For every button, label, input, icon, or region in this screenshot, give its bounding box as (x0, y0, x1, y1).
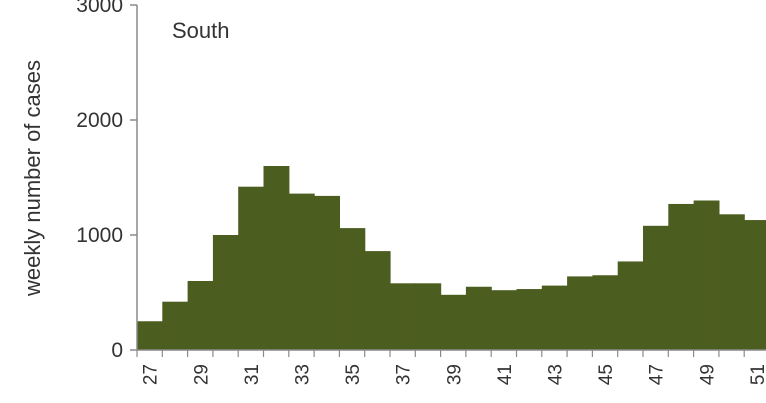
x-tick-label: 33 (292, 364, 313, 385)
x-tick-label: 45 (596, 364, 617, 385)
bar-week-37 (390, 283, 416, 350)
y-tick-label: 3000 (76, 0, 123, 17)
bar-week-49 (693, 200, 720, 350)
bar-week-44 (567, 276, 593, 350)
bar-week-45 (592, 275, 619, 350)
y-tick-label: 0 (111, 339, 123, 362)
bar-week-32 (263, 166, 290, 350)
y-tick-label: 2000 (76, 109, 123, 132)
bar-week-29 (187, 281, 214, 350)
bar-week-35 (339, 228, 366, 350)
bar-week-39 (440, 294, 467, 350)
bar-week-30 (212, 235, 239, 350)
bar-week-43 (541, 285, 568, 350)
bar-week-34 (314, 195, 340, 350)
bar-week-50 (718, 214, 745, 350)
y-ticks: 0 1000 2000 3000 (76, 0, 137, 362)
bars (137, 166, 766, 350)
x-tick-label: 51 (748, 364, 766, 385)
bar-week-51 (744, 220, 766, 350)
x-tick-label: 37 (394, 364, 415, 385)
bar-week-38 (415, 283, 442, 350)
y-axis-label: weekly number of cases (20, 60, 45, 297)
x-tick-label: 29 (191, 364, 212, 385)
bar-week-31 (238, 186, 265, 350)
bar-week-33 (288, 193, 315, 350)
bar-week-47 (643, 225, 669, 350)
y-tick-label: 1000 (76, 224, 123, 247)
bar-week-41 (491, 290, 518, 350)
x-tick-label: 31 (242, 364, 263, 385)
x-tick-label: 49 (697, 364, 718, 385)
x-tick-label: 27 (141, 364, 162, 385)
x-tick-label: 35 (343, 364, 364, 385)
bar-week-28 (162, 301, 189, 350)
bar-week-46 (617, 261, 644, 350)
bar-week-48 (668, 203, 695, 350)
x-tick-label: 47 (647, 364, 668, 385)
bar-week-36 (364, 251, 391, 350)
bar-week-42 (516, 289, 543, 350)
x-tick-label: 41 (495, 364, 516, 385)
bar-week-40 (465, 286, 492, 350)
chart-title: South (172, 18, 230, 43)
x-tick-label: 39 (444, 364, 465, 385)
bar-week-27 (137, 321, 163, 350)
x-tick-label: 43 (545, 364, 566, 385)
x-ticks: 27 29 31 33 35 37 39 41 43 45 47 49 51 (136, 350, 766, 385)
